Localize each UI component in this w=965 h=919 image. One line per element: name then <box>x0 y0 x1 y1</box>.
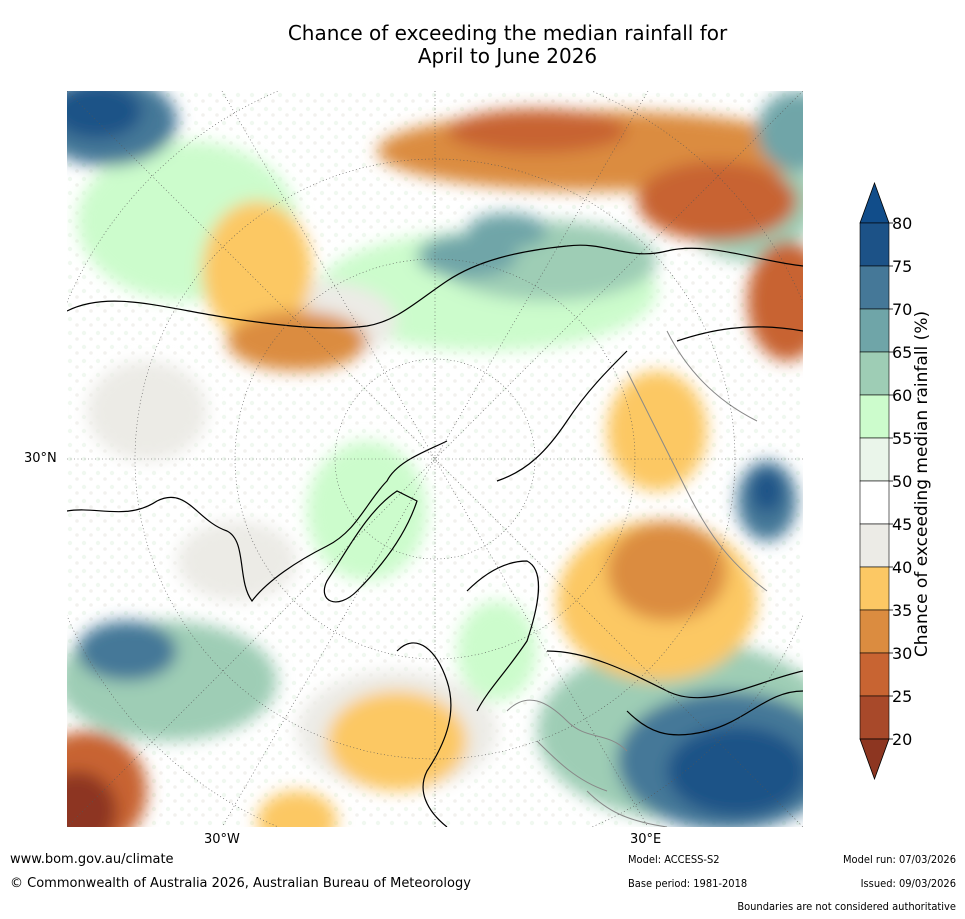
colorbar-bin-35-40 <box>859 566 890 611</box>
website-link[interactable]: www.bom.gov.au/climate <box>10 852 174 867</box>
colorbar-bin-60-65 <box>859 351 890 396</box>
boundary-disclaimer: Boundaries are not considered authoritat… <box>737 900 956 913</box>
colorbar-bin-45-50 <box>859 480 890 525</box>
colorbar-tick-label: 70 <box>892 300 912 319</box>
colorbar-bin-50-55 <box>859 437 890 482</box>
base-period: Base period: 1981-2018 <box>628 877 748 890</box>
colorbar-tick-label: 40 <box>892 558 912 577</box>
colorbar-bin-70-75 <box>859 265 890 310</box>
colorbar-tick-label: 45 <box>892 515 912 534</box>
colorbar-bin-25-30 <box>859 652 890 697</box>
colorbar-tick-label: 50 <box>892 472 912 491</box>
graticule <box>67 91 803 827</box>
colorbar-tick-label: 80 <box>892 214 912 233</box>
longitude-label-east: 30°E <box>630 832 662 847</box>
colorbar-bin-40-45 <box>859 523 890 568</box>
colorbar-tick-label: 75 <box>892 257 912 276</box>
copyright-notice: © Commonwealth of Australia 2026, Austra… <box>10 876 471 891</box>
colorbar-tick-label: 20 <box>892 730 912 749</box>
coastlines <box>67 244 803 827</box>
probability-regions <box>67 91 803 827</box>
issued-date: Issued: 09/03/2026 <box>860 877 956 890</box>
chart-title-line2: April to June 2026 <box>417 44 598 68</box>
longitude-label-west: 30°W <box>204 832 240 847</box>
model-info: Model: ACCESS-S2 <box>628 853 720 866</box>
colorbar-tick-label: 35 <box>892 601 912 620</box>
model-run-date: Model run: 07/03/2026 <box>843 853 956 866</box>
chart-title-line1: Chance of exceeding the median rainfall … <box>287 21 728 45</box>
colorbar-title: Chance of exceeding median rainfall (%) <box>912 310 932 658</box>
colorbar-under-arrow <box>859 738 890 781</box>
latitude-label: 30°N <box>24 451 57 466</box>
colorbar-tick-label: 30 <box>892 644 912 663</box>
colorbar-over-arrow <box>859 181 890 224</box>
colorbar-bin-65-70 <box>859 308 890 353</box>
colorbar-tick-label: 55 <box>892 429 912 448</box>
colorbar-bin-55-60 <box>859 394 890 439</box>
colorbar-tick-label: 25 <box>892 687 912 706</box>
colorbar-bin-75-80 <box>859 222 890 267</box>
colorbar-tick-label: 60 <box>892 386 912 405</box>
colorbar: 80 75 70 65 60 55 50 45 40 35 30 25 20 <box>850 180 960 790</box>
country-borders <box>506 330 768 827</box>
forecast-map <box>67 91 803 827</box>
colorbar-bin-30-35 <box>859 609 890 654</box>
colorbar-tick-label: 65 <box>892 343 912 362</box>
colorbar-bin-20-25 <box>859 695 890 740</box>
